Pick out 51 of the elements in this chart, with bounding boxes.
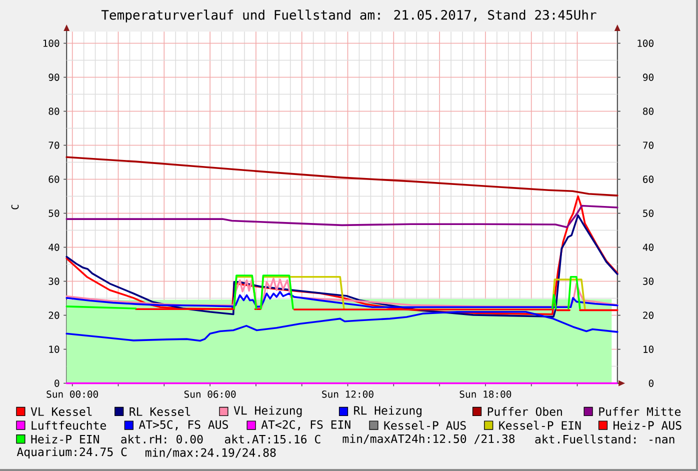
line-series (66, 156, 618, 196)
y-tick-label: 30 (48, 278, 60, 285)
text: akt.rH: 0.00 (121, 434, 203, 444)
legend-label: Kessel-P EIN (499, 420, 581, 430)
legend-label: Puffer Mitte (599, 407, 681, 416)
y-tick-label: 20 (48, 312, 60, 319)
y2-tick-label: 70 (643, 142, 654, 149)
y-tick-label: 40 (48, 244, 60, 251)
text: akt.AT:15.16 C (224, 434, 320, 444)
legend-label: Kessel-P AUS (384, 420, 466, 430)
legend-label: VL Heizung (234, 406, 302, 418)
y2-tick-label: 100 (638, 40, 654, 47)
y-tick-label: 60 (48, 176, 60, 183)
y-tick-label: 10 (49, 346, 60, 353)
legend-label: Heiz-P EIN (31, 434, 99, 444)
y2-tick-label: 30 (643, 278, 654, 285)
y2-tick-label: 80 (643, 108, 654, 115)
y-tick-label: 100 (43, 40, 60, 47)
y2-tick-label: 40 (642, 244, 654, 251)
legend-label: VL Kessel (30, 407, 92, 416)
y2-tick-label: 90 (643, 74, 654, 81)
y2-tick-label: 20 (643, 312, 654, 319)
y-axis-title: C (11, 204, 19, 210)
legend-label: Luftfeuchte (32, 420, 106, 430)
y-tick-label: 50 (48, 210, 60, 217)
x-tick-label: Sun 12:00 (322, 390, 374, 398)
x-tick-label: Sun 18:00 (460, 390, 512, 398)
chart-title: Temperaturverlauf und Fuellstand am: 21.05.2017, Stand 23:45Uhr (101, 10, 596, 22)
y2-tick-label: 10 (644, 346, 654, 353)
x-tick-label: Sun 00:00 (46, 390, 98, 398)
line-series (66, 195, 618, 316)
y-tick-label: 90 (48, 74, 60, 81)
legend-label: AT>5C, FS AUS (138, 420, 228, 430)
y-tick-label: 80 (48, 108, 60, 115)
text: akt.Fuellstand: -nan (535, 434, 674, 444)
line-series (66, 214, 618, 318)
text: Aquarium:24.75 C (16, 447, 127, 458)
y-tick-label: 0 (54, 380, 60, 387)
y2-tick-label: 60 (643, 176, 654, 183)
x-tick-label: Sun 06:00 (184, 390, 236, 398)
line-series (66, 204, 618, 228)
y2-tick-label: 0 (648, 380, 654, 387)
y-tick-label: 70 (48, 142, 60, 149)
legend-label: RL Kessel (130, 407, 190, 416)
text: min/maxAT24h:12.50 /21.38 (342, 434, 515, 444)
legend-label: Heiz-P AUS (614, 420, 682, 430)
text: min/max:24.19/24.88 (146, 448, 276, 458)
legend-label: Puffer Oben (488, 407, 562, 416)
legend-label: AT<2C, FS EIN (261, 420, 350, 430)
legend-label: RL Heizung (354, 406, 422, 418)
y2-tick-label: 50 (643, 210, 654, 217)
